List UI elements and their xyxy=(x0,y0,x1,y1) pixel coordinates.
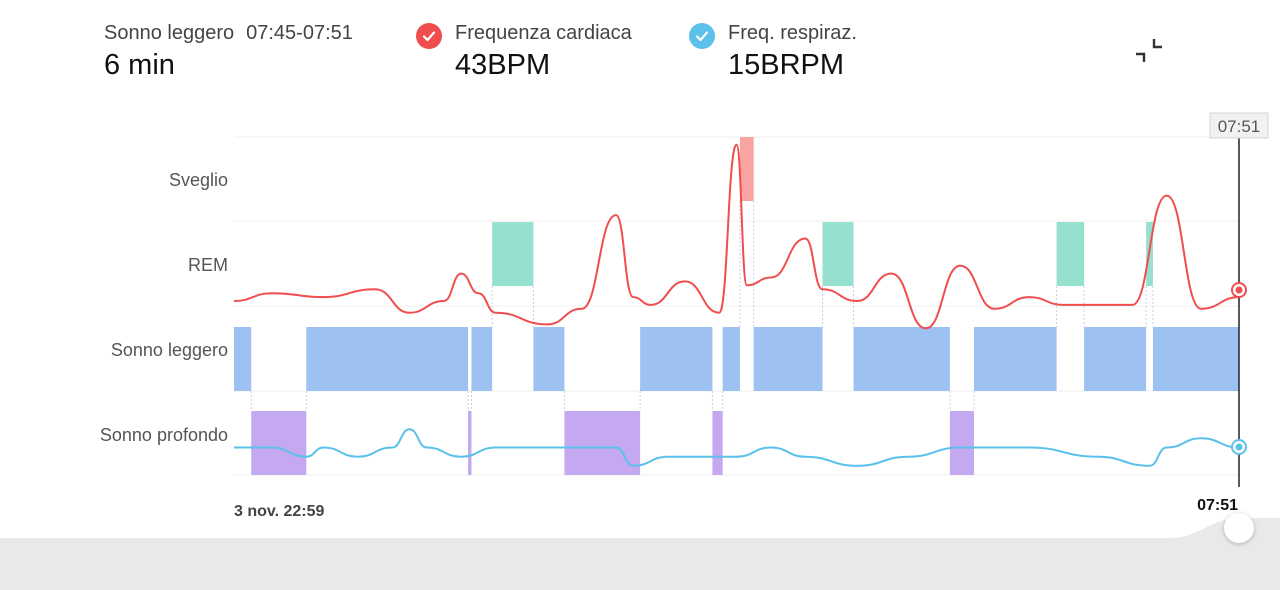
heart-rate-value: 43BPM xyxy=(455,49,551,81)
stage-bar xyxy=(471,327,493,391)
respiration-cursor-dot-core xyxy=(1235,443,1243,451)
cursor-time-badge xyxy=(1209,112,1269,139)
stage-bar xyxy=(949,411,974,475)
stage-bar xyxy=(533,327,565,391)
stage-label-awake: Sveglio xyxy=(169,170,228,190)
heart-rate-cursor-dot-core xyxy=(1235,286,1243,294)
stage-bar xyxy=(468,411,472,475)
stage-bar xyxy=(822,222,854,286)
stage-bar xyxy=(640,327,713,391)
respiration-value: 15BRPM xyxy=(728,49,845,81)
stage-bar xyxy=(739,137,754,201)
stage-bar xyxy=(564,411,641,475)
stage-bar xyxy=(1152,327,1239,391)
check-icon[interactable] xyxy=(416,23,442,49)
stage-bar xyxy=(251,411,307,475)
heart-rate-line xyxy=(233,143,1240,330)
stage-name: Sonno leggero xyxy=(104,22,235,44)
stage-bar xyxy=(234,327,252,391)
heart-rate-label: Frequenza cardiaca xyxy=(455,22,632,44)
stage-summary-line: Sonno leggero 07:45-07:51 xyxy=(104,22,353,45)
stage-bar xyxy=(492,222,534,286)
chart-grid xyxy=(234,136,1239,476)
stage-bar xyxy=(722,327,740,391)
stage-bar xyxy=(1084,327,1147,391)
respiration-toggle[interactable]: Freq. respiraz. 15BRPM xyxy=(689,22,857,82)
respiration-label: Freq. respiraz. xyxy=(728,22,857,44)
chart-end-label: 07:51 xyxy=(1197,497,1238,514)
sleep-stage-chart[interactable]: Sveglio REM Sonno leggero Sonno profondo… xyxy=(0,0,1280,538)
stage-label-rem: REM xyxy=(188,255,228,275)
stage-label-light: Sonno leggero xyxy=(111,340,228,360)
cursor-time-label: 07:51 xyxy=(1218,117,1261,136)
bottom-panel xyxy=(0,538,1280,590)
respiration-line xyxy=(234,428,1240,467)
collapse-icon[interactable] xyxy=(1133,34,1165,66)
stage-bar xyxy=(1056,222,1085,286)
timeline-scrubber-handle[interactable] xyxy=(1224,513,1254,543)
stage-bar xyxy=(712,411,723,475)
stage-bars xyxy=(234,137,1239,475)
heart-rate-toggle[interactable]: Frequenza cardiaca 43BPM xyxy=(416,22,632,82)
stage-bar xyxy=(853,327,950,391)
stage-duration: 6 min xyxy=(104,49,175,81)
stage-label-deep: Sonno profondo xyxy=(100,425,228,445)
stage-bar xyxy=(973,327,1057,391)
stage-bar xyxy=(753,327,823,391)
stage-axis-labels: Sveglio REM Sonno leggero Sonno profondo xyxy=(100,170,228,445)
current-stage-summary: Sonno leggero 07:45-07:51 6 min xyxy=(104,22,353,82)
stage-bar xyxy=(306,327,469,391)
stage-time-range: 07:45-07:51 xyxy=(246,22,353,44)
stage-connectors xyxy=(250,201,1154,411)
chart-start-label: 3 nov. 22:59 xyxy=(234,503,325,520)
check-icon[interactable] xyxy=(689,23,715,49)
